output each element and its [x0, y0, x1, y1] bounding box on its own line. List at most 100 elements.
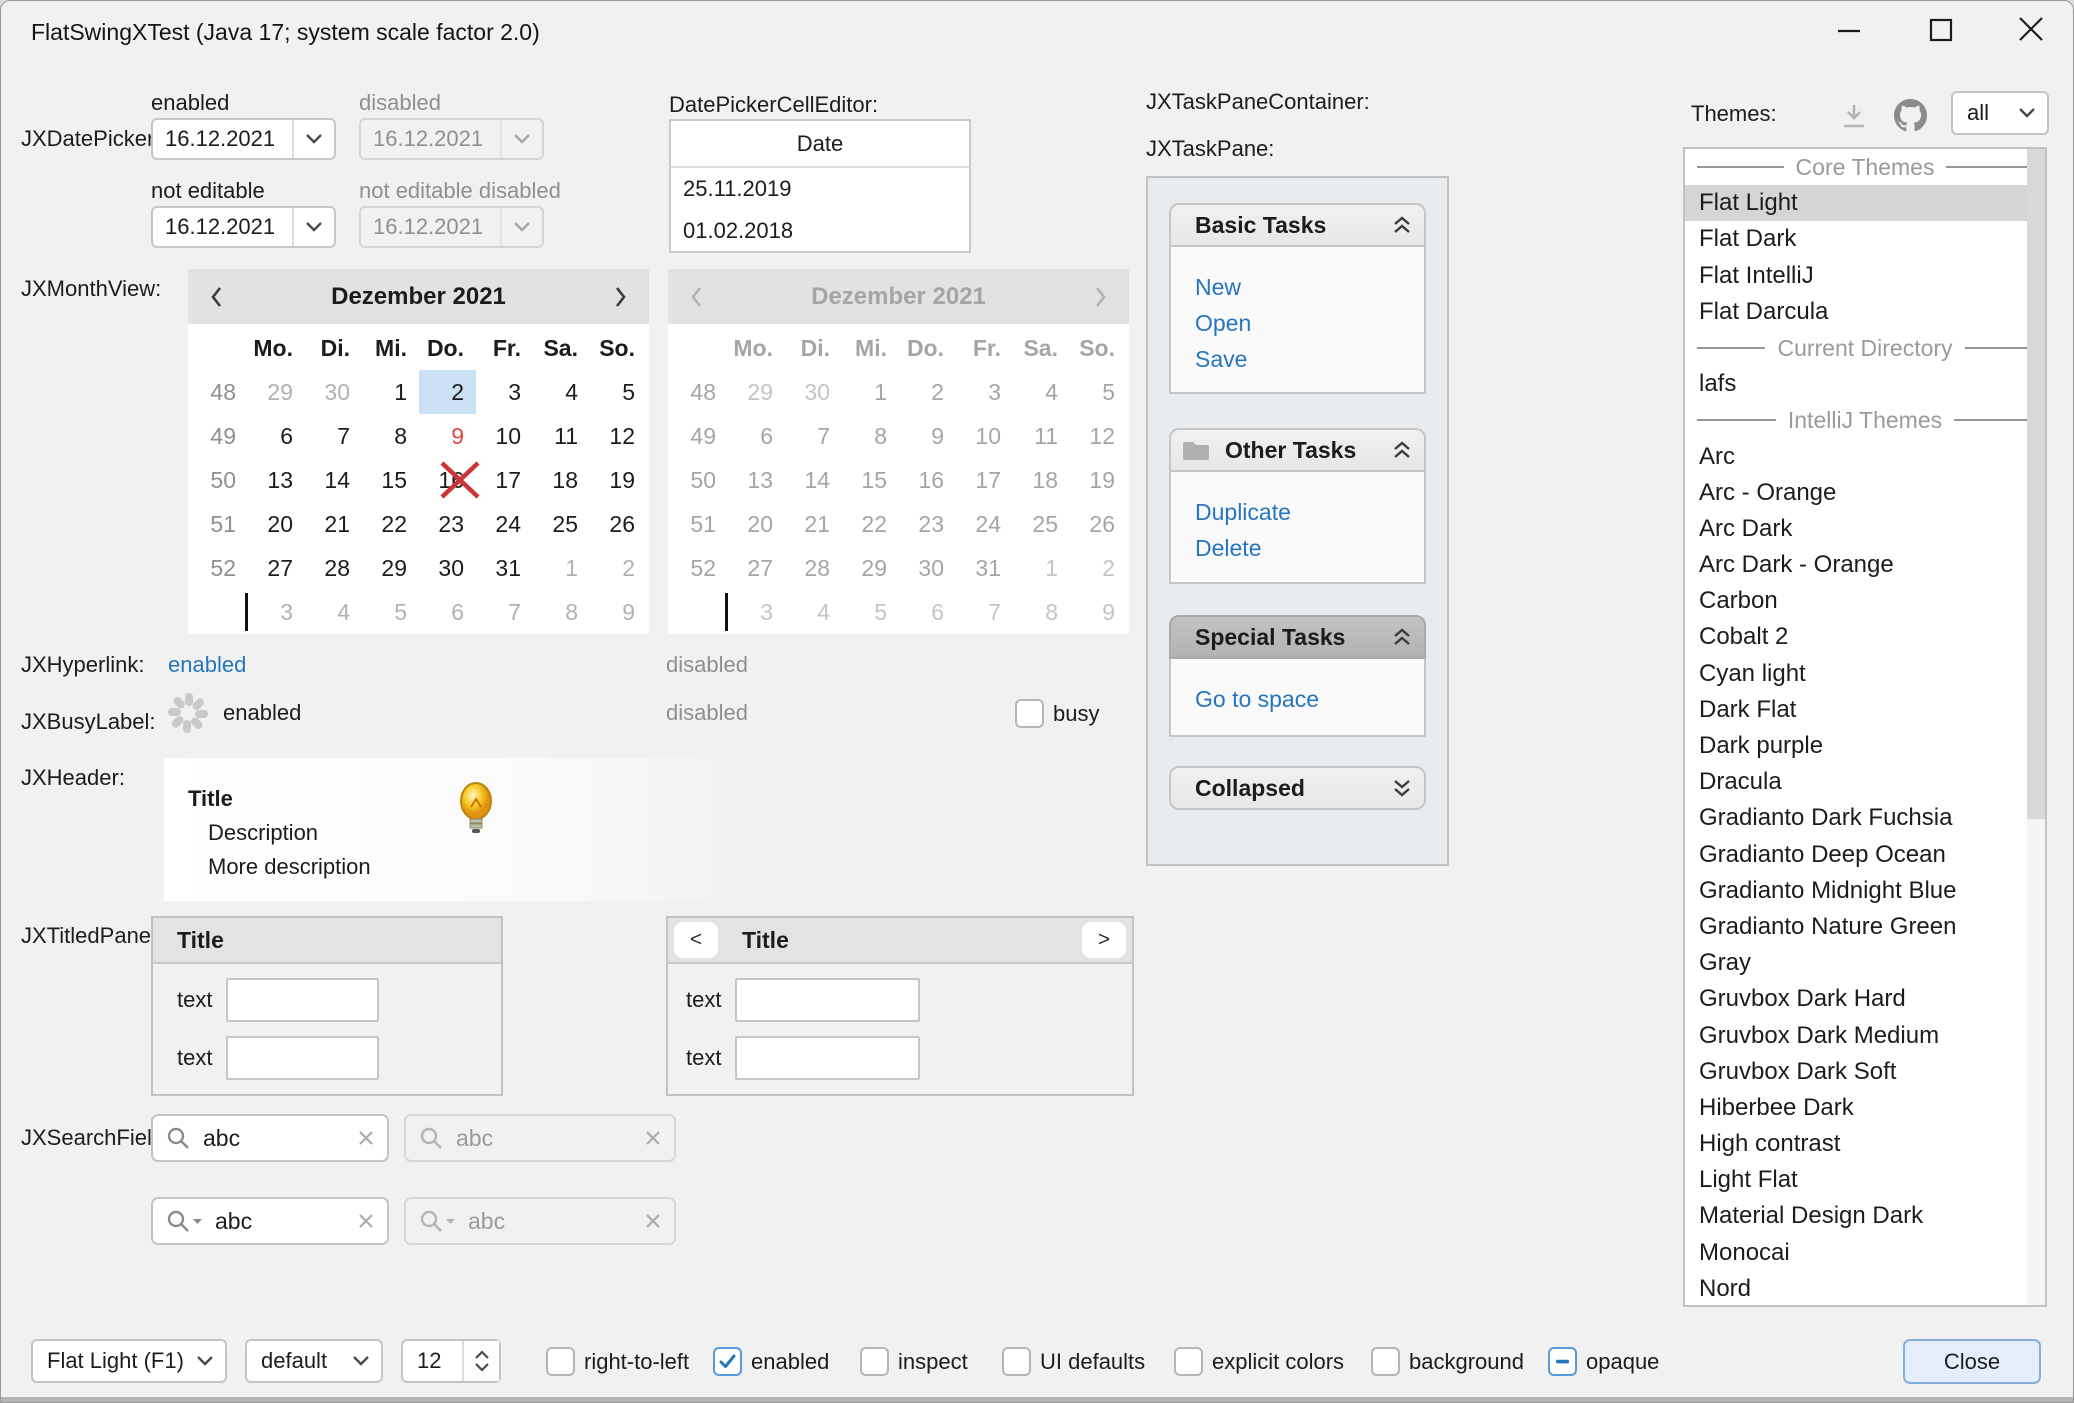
laf-combo[interactable]: Flat Light (F1)	[31, 1339, 227, 1383]
calendar-day[interactable]: 29	[381, 555, 407, 581]
theme-list-item[interactable]: Flat Light	[1685, 185, 2045, 222]
checkbox-box[interactable]	[546, 1347, 575, 1376]
theme-list-item[interactable]: Gruvbox Dark Soft	[1699, 1057, 1897, 1085]
checkbox-box[interactable]	[1548, 1347, 1577, 1376]
calendar-day[interactable]: 9	[451, 423, 464, 449]
titled-panel-2-text-input-2[interactable]	[735, 1036, 921, 1080]
calendar-day[interactable]: 5	[394, 599, 407, 625]
theme-list-item[interactable]: Arc - Orange	[1699, 478, 1837, 506]
date-picker-dropdown-button[interactable]	[292, 120, 334, 158]
theme-list-item[interactable]: Flat Dark	[1699, 225, 1797, 253]
calendar-day[interactable]: 6	[451, 599, 464, 625]
task-pane-link[interactable]: Duplicate	[1195, 499, 1291, 525]
theme-list-item[interactable]: Gruvbox Dark Hard	[1699, 985, 1906, 1013]
theme-list-item[interactable]: Monocai	[1699, 1238, 1790, 1266]
theme-list-item[interactable]: Material Design Dark	[1699, 1202, 1924, 1230]
calendar-day[interactable]: 2	[622, 555, 635, 581]
theme-list-item[interactable]: Dark purple	[1699, 732, 1824, 759]
search-input[interactable]	[201, 1123, 357, 1153]
close-window-button[interactable]	[1989, 1, 2073, 63]
calendar-day[interactable]: 22	[381, 511, 407, 537]
checkbox-box[interactable]	[1174, 1347, 1203, 1376]
chevron-double-up-icon[interactable]	[1380, 214, 1424, 236]
calendar-day[interactable]: 13	[267, 467, 293, 493]
checkbox-opaque[interactable]: opaque	[1548, 1347, 1659, 1376]
calendar-next-button[interactable]	[593, 285, 649, 309]
theme-list-item[interactable]: Gradianto Dark Fuchsia	[1699, 804, 1953, 832]
calendar-day[interactable]: 19	[609, 467, 635, 493]
title-bar[interactable]: FlatSwingXTest (Java 17; system scale fa…	[1, 1, 2073, 63]
date-picker-field[interactable]: 16.12.2021	[151, 118, 336, 160]
calendar-day[interactable]: 27	[267, 555, 293, 581]
search-field[interactable]	[151, 1197, 389, 1245]
task-pane-header[interactable]: Collapsed	[1169, 766, 1426, 810]
calendar-day[interactable]: 7	[337, 423, 350, 449]
task-pane-link[interactable]: Go to space	[1195, 686, 1320, 712]
close-button[interactable]: Close	[1903, 1339, 2041, 1384]
themes-scrollbar[interactable]	[2027, 149, 2045, 1305]
task-pane-link[interactable]: Delete	[1195, 535, 1262, 561]
calendar-day[interactable]: 15	[381, 467, 407, 493]
calendar-day[interactable]: 30	[438, 555, 464, 581]
checkbox-explicit-colors[interactable]: explicit colors	[1174, 1347, 1344, 1376]
theme-list-item[interactable]: Arc	[1699, 442, 1735, 470]
calendar-day[interactable]: 18	[552, 467, 578, 493]
style-combo[interactable]: default	[245, 1339, 383, 1383]
busy-checkbox-box[interactable]	[1015, 699, 1044, 728]
calendar-day[interactable]: 26	[609, 511, 635, 537]
spinner-up-down-buttons[interactable]	[462, 1341, 499, 1381]
theme-list-item[interactable]: Gray	[1699, 949, 1752, 977]
theme-list-item[interactable]: Carbon	[1699, 587, 1778, 615]
month-view-calendar-enabled[interactable]: Dezember 2021 Mo. Di. Mi. Do. Fr. Sa. So. 48 29 30…	[188, 269, 649, 634]
theme-list-item[interactable]: Light Flat	[1699, 1166, 1798, 1194]
date-picker-dropdown-button[interactable]	[292, 208, 334, 246]
calendar-day[interactable]: 28	[324, 555, 350, 581]
checkbox-inspect[interactable]: inspect	[860, 1347, 968, 1376]
themes-filter-combo[interactable]: all	[1951, 91, 2049, 135]
titled-panel-next-button[interactable]: >	[1082, 922, 1126, 958]
date-picker-cell-editor-table[interactable]: Date 25.11.2019 01.02.2018	[669, 119, 971, 253]
search-field[interactable]	[151, 1114, 389, 1162]
theme-list-item[interactable]: Gradianto Nature Green	[1699, 912, 1957, 940]
github-button[interactable]	[1894, 99, 1927, 138]
theme-list-item[interactable]: lafs	[1699, 370, 1737, 398]
calendar-day[interactable]: 2	[419, 370, 476, 414]
calendar-day[interactable]: 3	[508, 379, 521, 405]
calendar-day[interactable]: 11	[554, 423, 578, 449]
calendar-day[interactable]: 23	[438, 511, 464, 537]
calendar-day[interactable]: 17	[495, 467, 521, 493]
font-size-spinner[interactable]: 12	[401, 1339, 501, 1383]
calendar-day[interactable]: 1	[565, 555, 578, 581]
hyperlink-enabled[interactable]: enabled	[168, 652, 247, 677]
calendar-day[interactable]: 29	[267, 379, 293, 405]
calendar-prev-button[interactable]	[188, 285, 244, 309]
theme-list-item[interactable]: Nord	[1699, 1274, 1752, 1302]
checkbox-enabled[interactable]: enabled	[713, 1347, 829, 1376]
theme-list-item[interactable]: Flat IntelliJ	[1699, 261, 1814, 289]
calendar-day[interactable]: 9	[622, 599, 635, 625]
clear-icon[interactable]	[357, 1129, 375, 1147]
chevron-double-down-icon[interactable]	[1380, 777, 1424, 799]
theme-list-item[interactable]: High contrast	[1699, 1130, 1841, 1158]
calendar-day[interactable]: 14	[324, 467, 350, 493]
calendar-day[interactable]: 12	[609, 423, 635, 449]
calendar-day[interactable]: 24	[495, 511, 521, 537]
checkbox-box[interactable]	[860, 1347, 889, 1376]
task-pane-header[interactable]: Basic Tasks	[1169, 203, 1426, 247]
calendar-day[interactable]: 5	[622, 379, 635, 405]
calendar-day[interactable]: 10	[495, 423, 521, 449]
theme-list-item[interactable]: Hiberbee Dark	[1699, 1093, 1854, 1121]
calendar-day[interactable]: 8	[565, 599, 578, 625]
checkbox-box[interactable]	[1371, 1347, 1400, 1376]
calendar-day[interactable]: 1	[394, 379, 407, 405]
theme-list-item[interactable]: Gradianto Midnight Blue	[1699, 876, 1957, 904]
titled-panel-2-text-input-1[interactable]	[735, 978, 921, 1022]
task-pane-link[interactable]: Open	[1195, 310, 1252, 336]
chevron-double-up-icon[interactable]	[1380, 626, 1424, 648]
task-pane-link[interactable]: Save	[1195, 346, 1248, 372]
search-input[interactable]	[213, 1206, 357, 1236]
task-pane-link[interactable]: New	[1195, 274, 1242, 300]
busy-checkbox[interactable]: busy	[1015, 699, 1099, 728]
theme-list-item[interactable]: Dark Flat	[1699, 695, 1797, 723]
theme-list-item[interactable]: Dracula	[1699, 768, 1782, 796]
